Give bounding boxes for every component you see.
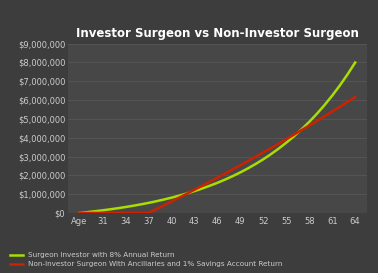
Non-Investor Surgeon With Ancillaries and 1% Savings Account Return: [85, 211, 90, 215]
Non-Investor Surgeon With Ancillaries and 1% Savings Account Return: [338, 105, 342, 108]
Non-Investor Surgeon With Ancillaries and 1% Savings Account Return: [208, 180, 212, 183]
Surgeon Investor with 8% Annual Return: [253, 162, 258, 166]
Surgeon Investor with 8% Annual Return: [85, 210, 90, 214]
Non-Investor Surgeon With Ancillaries and 1% Savings Account Return: [123, 211, 128, 215]
Non-Investor Surgeon With Ancillaries and 1% Savings Account Return: [100, 211, 105, 215]
Non-Investor Surgeon With Ancillaries and 1% Savings Account Return: [269, 146, 273, 150]
Non-Investor Surgeon With Ancillaries and 1% Savings Account Return: [231, 168, 235, 171]
Non-Investor Surgeon With Ancillaries and 1% Savings Account Return: [276, 142, 281, 145]
Non-Investor Surgeon With Ancillaries and 1% Savings Account Return: [223, 172, 227, 175]
Non-Investor Surgeon With Ancillaries and 1% Savings Account Return: [200, 184, 204, 188]
Non-Investor Surgeon With Ancillaries and 1% Savings Account Return: [322, 115, 327, 118]
Surgeon Investor with 8% Annual Return: [192, 189, 197, 193]
Non-Investor Surgeon With Ancillaries and 1% Savings Account Return: [284, 138, 288, 141]
Surgeon Investor with 8% Annual Return: [116, 207, 120, 210]
Non-Investor Surgeon With Ancillaries and 1% Savings Account Return: [353, 95, 358, 99]
Surgeon Investor with 8% Annual Return: [208, 184, 212, 188]
Surgeon Investor with 8% Annual Return: [177, 194, 181, 197]
Surgeon Investor with 8% Annual Return: [307, 120, 311, 123]
Surgeon Investor with 8% Annual Return: [215, 181, 220, 185]
Surgeon Investor with 8% Annual Return: [93, 210, 97, 213]
Non-Investor Surgeon With Ancillaries and 1% Savings Account Return: [246, 159, 250, 163]
Non-Investor Surgeon With Ancillaries and 1% Savings Account Return: [169, 200, 174, 203]
Surgeon Investor with 8% Annual Return: [322, 103, 327, 107]
Non-Investor Surgeon With Ancillaries and 1% Savings Account Return: [307, 124, 311, 127]
Non-Investor Surgeon With Ancillaries and 1% Savings Account Return: [345, 100, 350, 103]
Surgeon Investor with 8% Annual Return: [161, 198, 166, 201]
Surgeon Investor with 8% Annual Return: [138, 203, 143, 206]
Surgeon Investor with 8% Annual Return: [131, 204, 135, 207]
Surgeon Investor with 8% Annual Return: [223, 178, 227, 181]
Non-Investor Surgeon With Ancillaries and 1% Savings Account Return: [314, 119, 319, 123]
Non-Investor Surgeon With Ancillaries and 1% Savings Account Return: [192, 188, 197, 191]
Non-Investor Surgeon With Ancillaries and 1% Savings Account Return: [108, 211, 112, 215]
Surgeon Investor with 8% Annual Return: [314, 112, 319, 115]
Non-Investor Surgeon With Ancillaries and 1% Savings Account Return: [238, 164, 243, 167]
Surgeon Investor with 8% Annual Return: [146, 201, 151, 204]
Surgeon Investor with 8% Annual Return: [276, 147, 281, 150]
Non-Investor Surgeon With Ancillaries and 1% Savings Account Return: [299, 129, 304, 132]
Non-Investor Surgeon With Ancillaries and 1% Savings Account Return: [253, 155, 258, 158]
Non-Investor Surgeon With Ancillaries and 1% Savings Account Return: [93, 211, 97, 215]
Non-Investor Surgeon With Ancillaries and 1% Savings Account Return: [330, 110, 335, 113]
Surgeon Investor with 8% Annual Return: [169, 196, 174, 199]
Non-Investor Surgeon With Ancillaries and 1% Savings Account Return: [215, 176, 220, 179]
Legend: Surgeon Investor with 8% Annual Return, Non-Investor Surgeon With Ancillaries an: Surgeon Investor with 8% Annual Return, …: [8, 250, 285, 269]
Surgeon Investor with 8% Annual Return: [108, 208, 112, 211]
Surgeon Investor with 8% Annual Return: [238, 171, 243, 174]
Surgeon Investor with 8% Annual Return: [246, 167, 250, 170]
Surgeon Investor with 8% Annual Return: [345, 73, 350, 76]
Surgeon Investor with 8% Annual Return: [200, 187, 204, 190]
Title: Investor Surgeon vs Non-Investor Surgeon: Investor Surgeon vs Non-Investor Surgeon: [76, 27, 359, 40]
Line: Surgeon Investor with 8% Annual Return: Surgeon Investor with 8% Annual Return: [79, 63, 355, 213]
Non-Investor Surgeon With Ancillaries and 1% Savings Account Return: [177, 196, 181, 199]
Non-Investor Surgeon With Ancillaries and 1% Savings Account Return: [138, 211, 143, 215]
Surgeon Investor with 8% Annual Return: [77, 211, 82, 215]
Surgeon Investor with 8% Annual Return: [330, 94, 335, 97]
Surgeon Investor with 8% Annual Return: [100, 209, 105, 212]
Surgeon Investor with 8% Annual Return: [154, 200, 158, 203]
Surgeon Investor with 8% Annual Return: [261, 158, 266, 161]
Non-Investor Surgeon With Ancillaries and 1% Savings Account Return: [261, 151, 266, 154]
Surgeon Investor with 8% Annual Return: [184, 192, 189, 195]
Non-Investor Surgeon With Ancillaries and 1% Savings Account Return: [116, 211, 120, 215]
Surgeon Investor with 8% Annual Return: [284, 141, 288, 144]
Surgeon Investor with 8% Annual Return: [299, 128, 304, 131]
Surgeon Investor with 8% Annual Return: [338, 84, 342, 87]
Non-Investor Surgeon With Ancillaries and 1% Savings Account Return: [184, 192, 189, 195]
Non-Investor Surgeon With Ancillaries and 1% Savings Account Return: [131, 211, 135, 215]
Non-Investor Surgeon With Ancillaries and 1% Savings Account Return: [161, 204, 166, 207]
Surgeon Investor with 8% Annual Return: [269, 153, 273, 156]
Surgeon Investor with 8% Annual Return: [123, 205, 128, 209]
Surgeon Investor with 8% Annual Return: [231, 174, 235, 178]
Surgeon Investor with 8% Annual Return: [353, 61, 358, 64]
Non-Investor Surgeon With Ancillaries and 1% Savings Account Return: [154, 207, 158, 211]
Line: Non-Investor Surgeon With Ancillaries and 1% Savings Account Return: Non-Investor Surgeon With Ancillaries an…: [79, 97, 355, 213]
Surgeon Investor with 8% Annual Return: [292, 135, 296, 138]
Non-Investor Surgeon With Ancillaries and 1% Savings Account Return: [146, 211, 151, 215]
Non-Investor Surgeon With Ancillaries and 1% Savings Account Return: [77, 211, 82, 215]
Non-Investor Surgeon With Ancillaries and 1% Savings Account Return: [292, 133, 296, 136]
